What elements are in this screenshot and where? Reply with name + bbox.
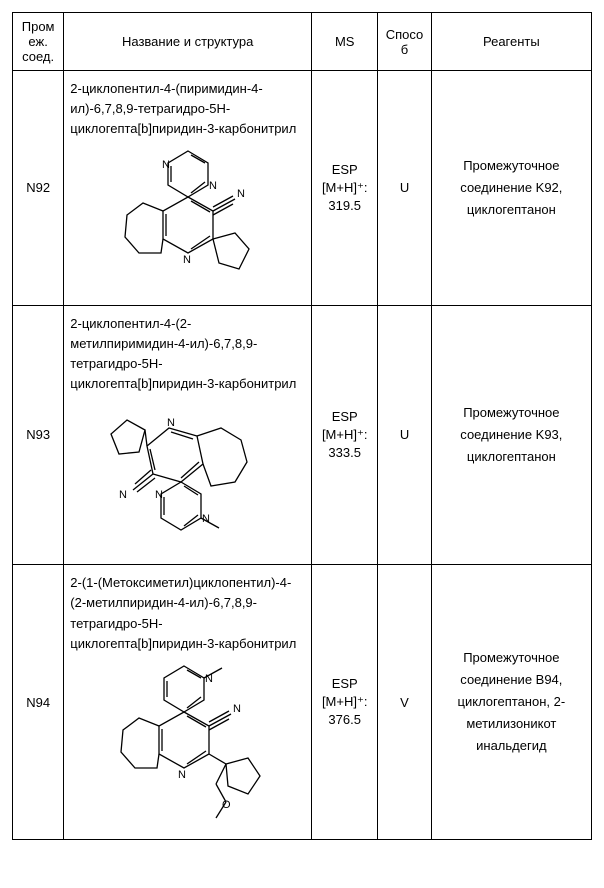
table-row: N93 2-циклопентил-4-(2-метилпиримидин-4-… (13, 305, 592, 565)
compound-name-cell: 2-(1-(Метоксиметил)циклопентил)-4-(2-мет… (64, 565, 312, 840)
svg-text:N: N (162, 159, 170, 171)
ms-label: ESP (332, 409, 358, 424)
col-id-header: Промеж.соед. (13, 13, 64, 71)
reagents-cell: Промежуточное соединение K92, циклогепта… (431, 71, 591, 306)
svg-text:N: N (178, 769, 186, 781)
method-cell: U (378, 305, 431, 565)
svg-text:N: N (167, 417, 175, 429)
compound-structure: N N N N (70, 145, 305, 296)
col-method-header: Способ (378, 13, 431, 71)
ms-value: 376.5 (328, 712, 361, 727)
reagents-cell: Промежуточное соединение K93, циклогепта… (431, 305, 591, 565)
compound-name: 2-(1-(Метоксиметил)циклопентил)-4-(2-мет… (70, 573, 305, 654)
method-cell: U (378, 71, 431, 306)
ms-ion: [M+H]⁺: (322, 180, 368, 195)
compound-structure: N N N N (70, 400, 305, 556)
reagents-cell: Промежуточное соединение B94, циклогепта… (431, 565, 591, 840)
svg-text:N: N (155, 489, 163, 501)
ms-label: ESP (332, 676, 358, 691)
svg-text:N: N (233, 703, 241, 715)
ms-value: 319.5 (328, 198, 361, 213)
compound-name-cell: 2-циклопентил-4-(пиримидин-4-ил)-6,7,8,9… (64, 71, 312, 306)
compounds-table: Промеж.соед. Название и структура MS Спо… (12, 12, 592, 840)
header-row: Промеж.соед. Название и структура MS Спо… (13, 13, 592, 71)
svg-text:N: N (209, 180, 217, 192)
table-row: N92 2-циклопентил-4-(пиримидин-4-ил)-6,7… (13, 71, 592, 306)
compound-structure: N N N O (70, 660, 305, 831)
svg-text:O: O (222, 799, 231, 811)
svg-text:N: N (183, 254, 191, 266)
method-cell: V (378, 565, 431, 840)
table-row: N94 2-(1-(Метоксиметил)циклопентил)-4-(2… (13, 565, 592, 840)
ms-cell: ESP [M+H]⁺: 319.5 (312, 71, 378, 306)
col-ms-header: MS (312, 13, 378, 71)
compound-name-cell: 2-циклопентил-4-(2-метилпиримидин-4-ил)-… (64, 305, 312, 565)
compound-id: N92 (13, 71, 64, 306)
svg-text:N: N (205, 673, 213, 685)
svg-text:N: N (202, 513, 210, 525)
compound-id: N94 (13, 565, 64, 840)
ms-ion: [M+H]⁺: (322, 427, 368, 442)
ms-value: 333.5 (328, 445, 361, 460)
col-name-header: Название и структура (64, 13, 312, 71)
compound-name: 2-циклопентил-4-(пиримидин-4-ил)-6,7,8,9… (70, 79, 305, 139)
ms-cell: ESP [M+H]⁺: 376.5 (312, 565, 378, 840)
ms-label: ESP (332, 162, 358, 177)
compound-name: 2-циклопентил-4-(2-метилпиримидин-4-ил)-… (70, 314, 305, 395)
col-reagents-header: Реагенты (431, 13, 591, 71)
compound-id: N93 (13, 305, 64, 565)
svg-text:N: N (237, 188, 245, 200)
svg-text:N: N (119, 489, 127, 501)
ms-cell: ESP [M+H]⁺: 333.5 (312, 305, 378, 565)
ms-ion: [M+H]⁺: (322, 694, 368, 709)
